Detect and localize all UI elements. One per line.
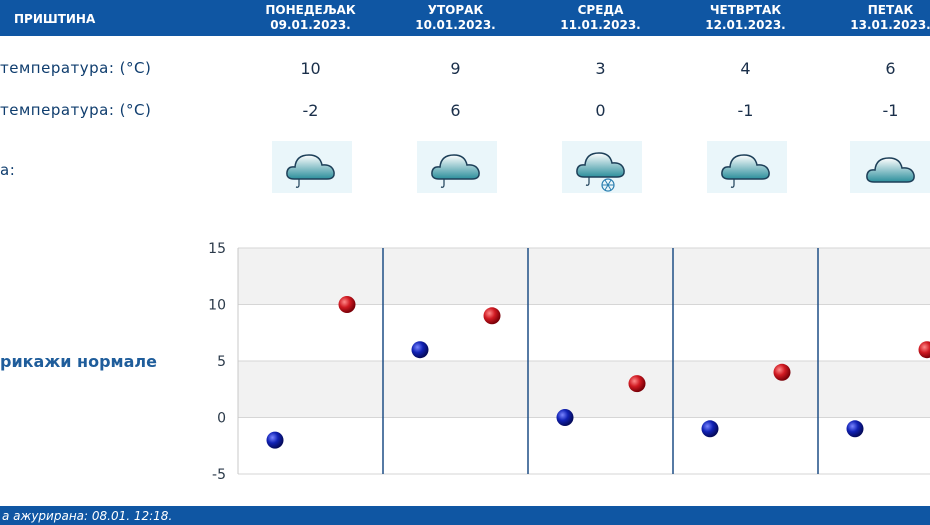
footer-bar: а ажурирана: 08.01. 12:18.	[0, 506, 930, 525]
max-temp-value: 10	[300, 59, 321, 78]
day-header-3: СРЕДА 11.01.2023.	[528, 3, 673, 33]
day-date: 12.01.2023.	[705, 18, 786, 32]
day-name: ПЕТАК	[867, 3, 914, 17]
min-temp-value: 0	[595, 101, 606, 120]
day-name: УТОРАК	[427, 3, 484, 17]
min-temp-marker	[266, 431, 284, 449]
show-normals-link[interactable]: рикажи нормале	[0, 352, 157, 371]
min-temp-value: -2	[302, 101, 319, 120]
max-temp-marker	[338, 296, 356, 313]
cloud-rain-icon	[707, 141, 787, 193]
min-temp-value: 6	[450, 101, 461, 120]
day-header-4: ЧЕТВРТАК 12.01.2023.	[673, 3, 818, 33]
max-temp-marker	[628, 375, 646, 393]
forecast-header: ПРИШТИНА ПОНЕДЕЉАК 09.01.2023. УТОРАК 10…	[0, 0, 930, 36]
max-temp-value: 3	[595, 59, 606, 78]
max-temp-value: 9	[450, 59, 461, 78]
weather-label: а:	[0, 161, 16, 179]
chart-band	[238, 361, 930, 418]
max-temp-value: 6	[885, 59, 896, 78]
y-tick-label: -5	[212, 467, 226, 483]
max-temp-marker	[773, 363, 791, 381]
min-temp-marker	[556, 409, 574, 426]
max-temp-label: температура: (°C)	[0, 59, 152, 77]
day-date: 09.01.2023.	[270, 18, 351, 32]
day-name: СРЕДА	[577, 3, 624, 17]
y-tick-label: 10	[208, 298, 226, 314]
last-updated: а ажурирана: 08.01. 12:18.	[2, 509, 173, 523]
y-tick-label: 5	[217, 354, 226, 370]
cloud-icon	[850, 141, 930, 193]
chart-band	[238, 248, 930, 305]
min-temp-marker	[411, 341, 429, 359]
y-tick-label: 0	[217, 411, 226, 427]
day-date: 13.01.2023.	[850, 18, 930, 32]
chart-band	[238, 304, 930, 361]
max-temp-marker	[918, 341, 930, 359]
day-name: ПОНЕДЕЉАК	[265, 3, 356, 17]
day-header-1: ПОНЕДЕЉАК 09.01.2023.	[238, 3, 383, 33]
max-temp-marker	[483, 307, 501, 325]
min-temp-value: -1	[882, 101, 899, 120]
day-name: ЧЕТВРТАК	[709, 3, 782, 17]
min-temp-marker	[846, 420, 864, 438]
day-header-5: ПЕТАК 13.01.2023.	[818, 3, 930, 33]
temperature-chart: 15 10 5 0 -5	[208, 241, 930, 483]
cloud-rain-icon	[417, 141, 497, 193]
min-temp-label: температура: (°C)	[0, 101, 152, 119]
max-temp-value: 4	[740, 59, 751, 78]
cloud-rain-snow-icon	[562, 141, 642, 193]
city-name: ПРИШТИНА	[14, 12, 96, 26]
min-temp-value: -1	[737, 101, 754, 120]
cloud-rain-icon	[272, 141, 352, 193]
day-header-2: УТОРАК 10.01.2023.	[383, 3, 528, 33]
day-date: 10.01.2023.	[415, 18, 496, 32]
y-tick-label: 15	[208, 241, 226, 257]
chart-band	[238, 417, 930, 474]
day-date: 11.01.2023.	[560, 18, 641, 32]
min-temp-marker	[701, 420, 719, 438]
